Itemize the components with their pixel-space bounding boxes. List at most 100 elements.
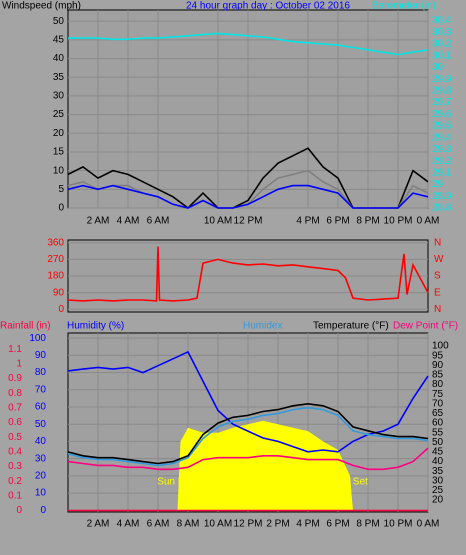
- y2-tick-label: 29.5: [432, 121, 452, 132]
- x-tick-label: 10 PM: [384, 519, 413, 530]
- y2-tick-label: 90: [432, 360, 444, 371]
- y-tick-label: 5: [58, 184, 64, 195]
- y2-tick-label: 25: [432, 485, 444, 496]
- rain-tick-label: 0.6: [8, 417, 22, 428]
- area: [177, 420, 353, 511]
- y2-tick-label: 29.1: [432, 167, 452, 178]
- y2-tick-label: W: [434, 254, 444, 265]
- axis-label: Humidity (%): [67, 321, 124, 332]
- y2-tick-label: 95: [432, 350, 444, 361]
- y-tick-label: 360: [47, 237, 64, 248]
- rain-tick-label: 1.1: [8, 344, 22, 355]
- y2-tick-label: 29.4: [432, 132, 452, 143]
- y-tick-label: 50: [53, 16, 65, 27]
- rain-tick-label: 0.5: [8, 432, 22, 443]
- y2-tick-label: 29.3: [432, 144, 452, 155]
- rain-tick-label: 0.7: [8, 402, 22, 413]
- x-tick-label: 12 PM: [234, 519, 263, 530]
- y-tick-label: 0: [58, 203, 64, 214]
- y2-tick-label: 30: [432, 475, 444, 486]
- y-tick-label: 40: [35, 436, 47, 447]
- y-tick-label: 10: [53, 165, 65, 176]
- y-tick-label: 15: [53, 147, 65, 158]
- y-tick-label: 60: [35, 402, 47, 413]
- y-tick-label: 100: [29, 333, 46, 344]
- y2-tick-label: 65: [432, 408, 444, 419]
- y-tick-label: 45: [53, 35, 65, 46]
- y2-tick-label: 85: [432, 370, 444, 381]
- line: [67, 402, 429, 465]
- x-tick-label: 12 PM: [234, 216, 263, 227]
- y2-tick-label: 28.9: [432, 191, 452, 202]
- axis-label: Rainfall (in): [0, 321, 51, 332]
- y2-tick-label: 50: [432, 437, 444, 448]
- rain-tick-label: 0.9: [8, 373, 22, 384]
- line: [67, 447, 429, 471]
- y2-tick-label: E: [434, 287, 441, 298]
- x-tick-label: 8 PM: [356, 519, 379, 530]
- y2-tick-label: 35: [432, 466, 444, 477]
- y2-tick-label: 30: [432, 62, 444, 73]
- y2-tick-label: 40: [432, 456, 444, 467]
- x-tick-label: 8 PM: [356, 216, 379, 227]
- line: [67, 184, 429, 209]
- x-tick-label: 10 PM: [384, 216, 413, 227]
- x-tick-label: 0 AM: [417, 216, 440, 227]
- x-tick-label: 0 AM: [417, 519, 440, 530]
- y2-tick-label: 28.8: [432, 203, 452, 214]
- y2-tick-label: 100: [432, 341, 449, 352]
- y-tick-label: 180: [47, 271, 64, 282]
- y2-tick-label: 29.7: [432, 97, 452, 108]
- chart-title: 24 hour graph day : October 02 2016: [186, 1, 350, 12]
- y-tick-label: 270: [47, 254, 64, 265]
- axis-label: Humidex: [243, 321, 282, 332]
- y-tick-label: 0: [58, 304, 64, 315]
- line: [67, 406, 429, 467]
- x-tick-label: 4 AM: [117, 519, 140, 530]
- y-tick-label: 30: [35, 453, 47, 464]
- x-tick-label: 10 AM: [204, 519, 232, 530]
- y2-tick-label: 30.1: [432, 50, 452, 61]
- y-tick-label: 20: [35, 470, 47, 481]
- y-tick-label: 70: [35, 384, 47, 395]
- x-tick-label: 10 AM: [204, 216, 232, 227]
- y-tick-label: 30: [53, 91, 65, 102]
- y2-tick-label: 45: [432, 447, 444, 458]
- rain-tick-label: 1: [16, 358, 22, 369]
- y2-tick-label: 55: [432, 427, 444, 438]
- y2-tick-label: 70: [432, 398, 444, 409]
- x-tick-label: 2 PM: [266, 519, 289, 530]
- y2-tick-label: 80: [432, 379, 444, 390]
- annotation: Sun Set: [332, 477, 368, 488]
- y2-tick-label: 60: [432, 418, 444, 429]
- y-tick-label: 90: [35, 350, 47, 361]
- x-tick-label: 4 AM: [117, 216, 140, 227]
- line: [67, 246, 429, 302]
- y2-tick-label: N: [434, 304, 441, 315]
- y2-tick-label: 29.2: [432, 156, 452, 167]
- y2-tick-label: S: [434, 271, 441, 282]
- rain-tick-label: 0.2: [8, 476, 22, 487]
- x-tick-label: 4 PM: [296, 216, 319, 227]
- rain-tick-label: 0: [16, 505, 22, 516]
- y2-tick-label: 29: [432, 179, 444, 190]
- x-tick-label: 4 PM: [296, 519, 319, 530]
- x-tick-label: 2 AM: [87, 519, 110, 530]
- annotation: Sun Rise: [157, 477, 198, 488]
- y2-tick-label: 30.3: [432, 27, 452, 38]
- y2-tick-label: 75: [432, 389, 444, 400]
- y2-tick-label: 29.8: [432, 85, 452, 96]
- line: [68, 32, 429, 56]
- y2-tick-label: 29.9: [432, 74, 452, 85]
- x-tick-label: 6 PM: [326, 519, 349, 530]
- rain-tick-label: 0.3: [8, 461, 22, 472]
- y-tick-label: 50: [35, 419, 47, 430]
- axis-label: Windspeed (mph): [2, 1, 81, 12]
- x-tick-label: 6 AM: [147, 216, 170, 227]
- y2-tick-label: 29.6: [432, 109, 452, 120]
- axis-label: Temperature (°F): [313, 321, 389, 332]
- x-tick-label: 6 PM: [326, 216, 349, 227]
- y2-tick-label: 20: [432, 495, 444, 506]
- y-tick-label: 90: [53, 287, 65, 298]
